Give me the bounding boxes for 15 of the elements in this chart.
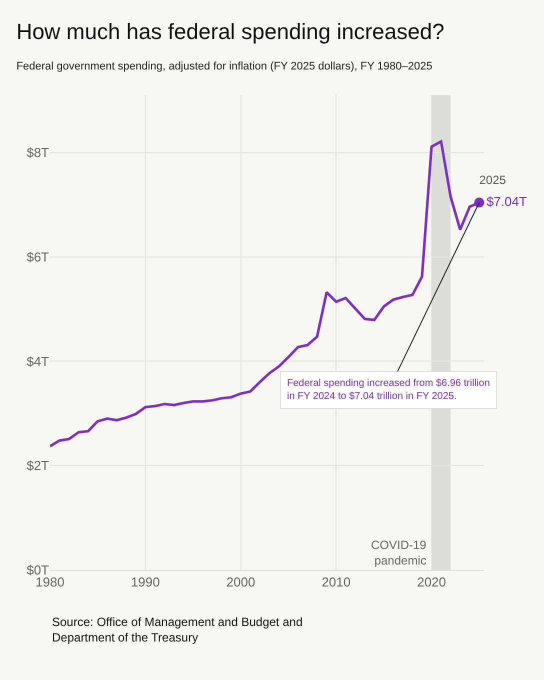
chart-title: How much has federal spending increased? <box>16 19 444 44</box>
annotation: 2025 <box>479 172 506 187</box>
annotation: Federal spending increased from $6.96 trillion in FY 2024 to $7.04 trillion in FY 2025. <box>287 378 490 402</box>
y-tick-label: $2T <box>26 458 50 474</box>
text: $7.04T <box>479 194 527 209</box>
x-tick-label: 1990 <box>130 574 160 590</box>
source-note: Source: Office of Management and Budget and Department of the Treasury <box>52 615 303 645</box>
x-tick-label: 2010 <box>322 574 351 590</box>
x-tick-label: 2000 <box>226 574 256 590</box>
x-tick-label: 2020 <box>417 574 446 590</box>
band-label: COVID-19 pandemic <box>371 538 427 568</box>
y-tick-label: $8T <box>26 144 50 160</box>
y-tick-label: $4T <box>26 354 50 369</box>
chart-subtitle: Federal government spending, adjusted for inflation (FY 2025 dollars), FY 1980–2025 <box>16 60 432 72</box>
y-tick-label: $6T <box>26 249 50 264</box>
